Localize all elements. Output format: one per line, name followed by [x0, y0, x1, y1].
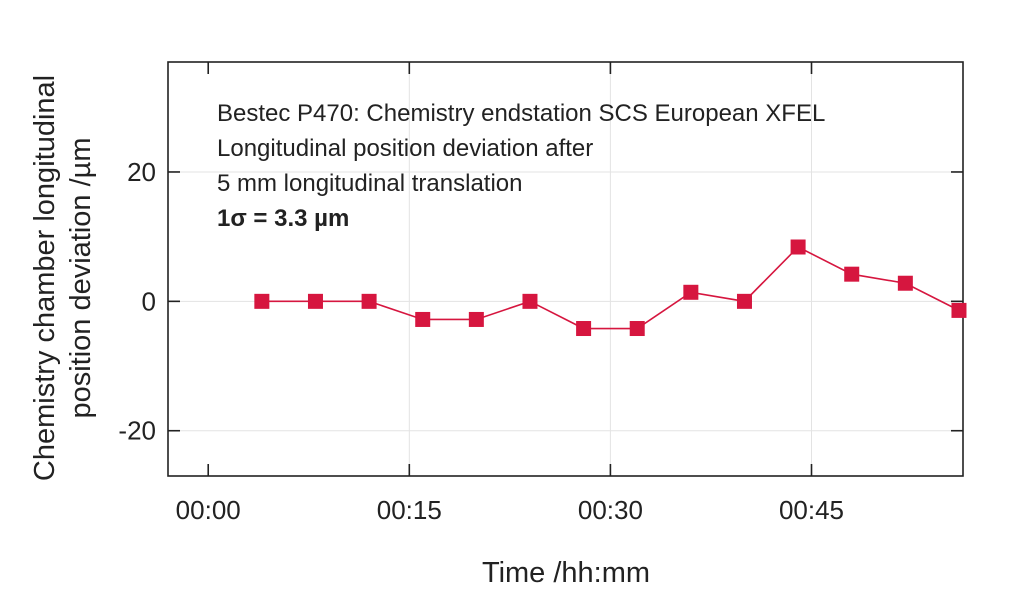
x-tick-label: 00:00 [176, 495, 241, 525]
tick-labels: 00:00 00:15 00:30 00:45 20 0 -20 [118, 157, 844, 525]
data-point [307, 293, 323, 309]
x-tick-label: 00:45 [779, 495, 844, 525]
y-axis-title-line-1: Chemistry chamber longitudinal [29, 75, 61, 481]
x-tick-label: 00:15 [377, 495, 442, 525]
data-point [254, 293, 270, 309]
y-tick-label: 20 [127, 157, 156, 187]
annotation-line-2: Longitudinal position deviation after [217, 135, 593, 162]
data-point [522, 293, 538, 309]
data-point [361, 293, 377, 309]
plot-frame [167, 61, 964, 477]
data-point [897, 275, 913, 291]
series-line [261, 246, 960, 330]
data-point [415, 311, 431, 327]
y-axis-title-line-2: position deviation /µm [65, 137, 97, 418]
data-point [844, 266, 860, 282]
annotation-line-1: Bestec P470: Chemistry endstation SCS Eu… [217, 100, 825, 127]
data-point [629, 321, 645, 337]
y-tick-label: -20 [118, 416, 156, 446]
annotation-line-3: 5 mm longitudinal translation [217, 170, 523, 197]
data-point [683, 284, 699, 300]
axis-ticks [168, 62, 963, 476]
data-point [951, 302, 967, 318]
x-tick-label: 00:30 [578, 495, 643, 525]
annotation-block: Bestec P470: Chemistry endstation SCS Eu… [217, 100, 825, 232]
x-axis-title: Time /hh:mm [482, 557, 650, 589]
data-point [736, 293, 752, 309]
data-series [254, 239, 967, 337]
data-point [576, 321, 592, 337]
annotation-sigma: 1σ = 3.3 µm [217, 205, 349, 232]
data-point [790, 239, 806, 255]
y-tick-label: 0 [142, 286, 156, 316]
y-axis-title: Chemistry chamber longitudinal position … [29, 75, 97, 481]
data-point [468, 311, 484, 327]
